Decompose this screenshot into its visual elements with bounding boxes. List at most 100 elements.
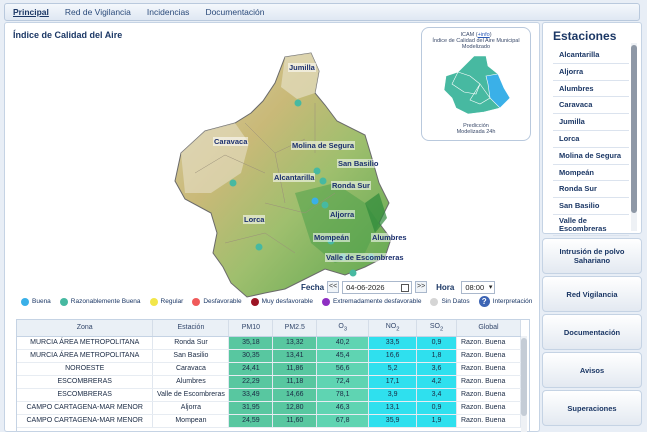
inset-map bbox=[443, 55, 511, 115]
map-label-san-basilio[interactable]: San Basilio bbox=[337, 159, 380, 168]
cell-zona: CAMPO CARTAGENA-MAR MENOR bbox=[17, 414, 154, 428]
next-date-button[interactable]: >> bbox=[415, 281, 428, 293]
station-item[interactable]: Mompeán bbox=[553, 165, 629, 182]
polvo-sahariano-button[interactable]: Intrusión de polvo Sahariano bbox=[542, 238, 642, 274]
map-label-aljorra[interactable]: Aljorra bbox=[329, 210, 356, 219]
table-row[interactable]: MURCIA ÁREA METROPOLITANA Ronda Sur 35,18 1… bbox=[17, 336, 522, 350]
map-label-molina[interactable]: Molina de Segura bbox=[291, 141, 356, 150]
col-global[interactable]: Global bbox=[456, 320, 522, 337]
table-row[interactable]: ESCOMBRERAS Valle de Escombreras 33,49 14,6… bbox=[17, 388, 522, 402]
cell-estacion: Aljorra bbox=[152, 401, 230, 415]
cell-zona: MURCIA ÁREA METROPOLITANA bbox=[17, 349, 154, 363]
station-item[interactable]: San Basilio bbox=[553, 198, 629, 215]
nav-red-de-vigilancia[interactable]: Red de Vigilancia bbox=[64, 7, 131, 17]
cell-so2: 3,4 bbox=[416, 388, 457, 402]
station-item[interactable]: Aljorra bbox=[553, 64, 629, 81]
legend-item: Razonablemente Buena bbox=[59, 297, 141, 306]
date-input[interactable]: 04-06-2026 bbox=[342, 280, 413, 294]
col-zona[interactable]: Zona bbox=[17, 320, 154, 337]
stations-list: Alcantarilla Aljorra Alumbres Caravaca Jumil… bbox=[553, 47, 629, 236]
table-row[interactable]: ESCOMBRERAS Alumbres 22,29 11,18 72,4 17,1 4,2… bbox=[17, 375, 522, 389]
col-pm10[interactable]: PM10 bbox=[228, 320, 274, 337]
inset-footer: Predicción Modelizada 24h bbox=[456, 123, 496, 135]
map-label-alumbres[interactable]: Alumbres bbox=[371, 233, 408, 242]
top-nav: Principal Red de Vigilancia Incidencias … bbox=[4, 3, 640, 21]
hora-select[interactable]: 08:00 bbox=[461, 280, 496, 294]
cell-pm10: 24,59 bbox=[228, 414, 274, 428]
map-label-ronda-sur[interactable]: Ronda Sur bbox=[331, 181, 371, 190]
fecha-label: Fecha bbox=[301, 282, 325, 292]
cell-global: Razon. Buena bbox=[456, 349, 522, 363]
documentacion-button[interactable]: Documentación bbox=[542, 314, 642, 350]
legend-dot bbox=[21, 297, 29, 306]
cell-o3: 40,2 bbox=[316, 336, 370, 350]
station-item[interactable]: Lorca bbox=[553, 131, 629, 148]
cell-global: Razon. Buena bbox=[456, 414, 522, 428]
col-no2[interactable]: NO2 bbox=[368, 320, 418, 337]
map-label-lorca[interactable]: Lorca bbox=[243, 215, 266, 224]
date-controls: Fecha << 04-06-2026 >> Hora 08:00 bbox=[301, 280, 496, 294]
cell-zona: ESCOMBRERAS bbox=[17, 375, 154, 389]
legend-item: Buena bbox=[21, 297, 51, 306]
table-row[interactable]: CAMPO CARTAGENA-MAR MENOR Mompean 24,59 11,… bbox=[17, 414, 522, 428]
prev-date-button[interactable]: << bbox=[327, 281, 340, 293]
station-item[interactable]: Alumbres bbox=[553, 81, 629, 98]
nav-principal[interactable]: Principal bbox=[13, 7, 49, 17]
map-label-mompean[interactable]: Mompeán bbox=[313, 233, 351, 242]
cell-pm25: 13,41 bbox=[272, 349, 318, 363]
map-label-alcantarilla[interactable]: Alcantarilla bbox=[273, 173, 316, 182]
legend-dot bbox=[250, 297, 259, 306]
col-pm25[interactable]: PM2.5 bbox=[272, 320, 318, 337]
station-item[interactable]: Caravaca bbox=[553, 97, 629, 115]
table-scrollbar[interactable] bbox=[521, 336, 527, 432]
legend-item: Extremadamente desfavorable bbox=[321, 297, 421, 306]
cell-zona: NOROESTE bbox=[17, 362, 154, 376]
red-vigilancia-button[interactable]: Red Vigilancia bbox=[542, 276, 642, 312]
cell-pm25: 12,80 bbox=[272, 401, 318, 415]
help-icon[interactable]: ? bbox=[478, 296, 490, 307]
cell-zona: CAMPO CARTAGENA-MAR MENOR bbox=[17, 401, 154, 415]
stations-scrollbar[interactable] bbox=[631, 43, 637, 231]
station-item[interactable]: Jumilla bbox=[553, 114, 629, 131]
cell-so2: 1,9 bbox=[416, 414, 457, 428]
cell-pm25: 11,60 bbox=[272, 414, 318, 428]
cell-o3: 45,4 bbox=[316, 349, 370, 363]
cell-global: Razon. Buena bbox=[456, 362, 522, 376]
superaciones-button[interactable]: Superaciones bbox=[542, 390, 642, 426]
cell-estacion: San Basilio bbox=[152, 349, 230, 363]
cell-so2: 4,2 bbox=[416, 375, 457, 389]
cell-no2: 35,9 bbox=[368, 414, 418, 428]
nav-incidencias[interactable]: Incidencias bbox=[146, 7, 190, 17]
station-item[interactable]: Molina de Segura bbox=[553, 148, 629, 165]
station-item[interactable]: Ronda Sur bbox=[553, 181, 629, 199]
calendar-icon[interactable] bbox=[401, 283, 410, 292]
map-label-jumilla[interactable]: Jumilla bbox=[288, 63, 316, 72]
cell-no2: 5,2 bbox=[368, 362, 418, 376]
map-label-caravaca[interactable]: Caravaca bbox=[213, 137, 249, 146]
col-estacion[interactable]: Estación bbox=[152, 320, 230, 337]
inset-info-link[interactable]: +info bbox=[477, 32, 490, 38]
station-item[interactable]: Alcantarilla bbox=[553, 47, 629, 64]
col-o3[interactable]: O3 bbox=[316, 320, 370, 337]
nav-documentacion[interactable]: Documentación bbox=[205, 7, 265, 17]
station-item[interactable]: Valle de Escombreras bbox=[553, 215, 629, 236]
legend-item: Desfavorable bbox=[192, 297, 242, 306]
stations-panel: Estaciones Alcantarilla Aljorra Alumbres Ca… bbox=[542, 22, 642, 236]
cell-pm25: 11,18 bbox=[272, 375, 318, 389]
map-label-valle-escombreras[interactable]: Valle de Escombreras bbox=[325, 253, 405, 262]
interpretacion-link[interactable]: ? Interpretación bbox=[478, 296, 532, 307]
legend-item: Sin Datos bbox=[430, 297, 470, 306]
col-so2[interactable]: SO2 bbox=[416, 320, 457, 337]
cell-o3: 67,8 bbox=[316, 414, 370, 428]
table-header-row: Zona Estación PM10 PM2.5 O3 NO2 SO2 Glob… bbox=[17, 320, 522, 337]
table-row[interactable]: NOROESTE Caravaca 24,41 11,86 56,6 5,2 3,6 Razo… bbox=[17, 362, 522, 376]
hora-label: Hora bbox=[436, 282, 455, 292]
table-row[interactable]: MURCIA ÁREA METROPOLITANA San Basilio 30,3… bbox=[17, 349, 522, 363]
cell-no2: 13,1 bbox=[368, 401, 418, 415]
inset-title: ICAM (+info) Índice de Calidad del Aire … bbox=[432, 32, 520, 50]
cell-pm10: 22,29 bbox=[228, 375, 274, 389]
legend: Buena Razonablemente Buena Regular Desfa… bbox=[21, 296, 532, 307]
icam-inset[interactable]: ICAM (+info) Índice de Calidad del Aire … bbox=[421, 27, 531, 141]
avisos-button[interactable]: Avisos bbox=[542, 352, 642, 388]
table-row[interactable]: CAMPO CARTAGENA-MAR MENOR Aljorra 31,95 12,… bbox=[17, 401, 522, 415]
